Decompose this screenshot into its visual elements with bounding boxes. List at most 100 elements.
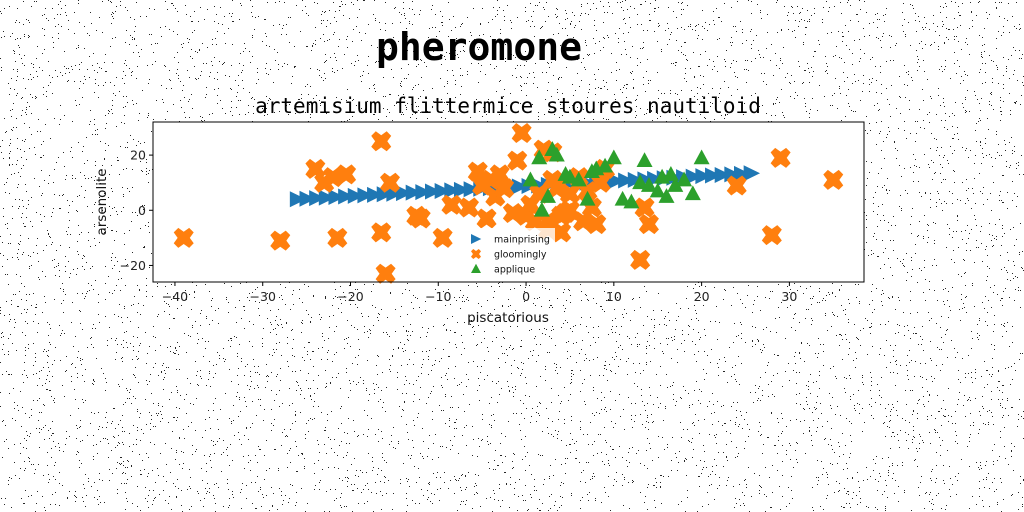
point-applique-15	[623, 193, 640, 209]
point-mainprising-41	[685, 168, 703, 185]
legend-label-mainprising: mainprising	[494, 235, 550, 246]
point-mainprising-8	[367, 186, 384, 203]
point-applique-2	[533, 201, 550, 217]
point-mainprising-6	[347, 187, 365, 204]
chart-title: artemisium flittermice stoures nautiloid	[255, 94, 761, 118]
point-gloomingly-5	[327, 227, 348, 248]
point-mainprising-2	[309, 190, 326, 207]
point-gloomingly-36	[551, 222, 572, 243]
point-mainprising-11	[396, 185, 413, 202]
point-mainprising-7	[357, 187, 374, 204]
legend-label-gloomingly: gloomingly	[494, 250, 547, 261]
x-axis-ticks: −40 −30 −20 −10 0 10 20 30	[162, 282, 797, 304]
plot-frame	[152, 121, 865, 283]
y-tick-label: −20	[120, 258, 146, 273]
point-applique-8	[570, 171, 587, 187]
point-gloomingly-49	[634, 197, 655, 218]
point-applique-24	[676, 171, 693, 187]
y-tick-label: 20	[130, 148, 146, 163]
point-applique-9	[579, 190, 596, 206]
legend-marker-mainprising	[471, 234, 482, 244]
point-mainprising-14	[425, 183, 442, 200]
point-mainprising-1	[299, 190, 316, 207]
point-gloomingly-52	[761, 225, 782, 246]
point-applique-26	[693, 149, 710, 165]
point-mainprising-34	[618, 172, 635, 189]
point-mainprising-12	[405, 184, 423, 201]
y-tick-label: 0	[138, 203, 146, 218]
point-applique-19	[649, 182, 666, 198]
point-gloomingly-25	[511, 123, 532, 144]
point-mainprising-9	[376, 186, 394, 203]
point-applique-7	[561, 168, 578, 184]
y-axis-label: arsenolite	[94, 168, 110, 235]
point-applique-13	[605, 149, 622, 165]
point-mainprising-16	[444, 182, 461, 199]
point-mainprising-42	[695, 168, 712, 185]
legend: mainprising gloomingly applique	[463, 228, 555, 278]
x-tick-label: 10	[606, 289, 622, 304]
point-applique-16	[632, 174, 649, 190]
point-gloomingly-12	[410, 208, 431, 229]
point-gloomingly-24	[507, 150, 528, 171]
point-applique-23	[667, 177, 684, 192]
point-gloomingly-9	[375, 263, 396, 284]
point-mainprising-3	[318, 189, 336, 206]
point-mainprising-44	[714, 166, 732, 183]
point-gloomingly-39	[559, 183, 580, 204]
point-applique-21	[658, 188, 675, 203]
point-applique-14	[614, 190, 631, 206]
point-mainprising-46	[733, 165, 751, 182]
point-applique-0	[522, 171, 539, 187]
point-applique-5	[548, 146, 565, 162]
point-mainprising-35	[627, 171, 645, 188]
x-tick-label: −10	[425, 289, 451, 304]
point-gloomingly-48	[630, 249, 651, 270]
point-mainprising-13	[415, 184, 432, 201]
x-tick-label: 30	[781, 289, 797, 304]
x-tick-label: 20	[694, 289, 710, 304]
point-mainprising-17	[453, 181, 471, 198]
point-mainprising-15	[434, 182, 452, 199]
series-applique	[522, 141, 710, 217]
x-tick-label: −20	[337, 289, 363, 304]
point-gloomingly-6	[336, 164, 357, 185]
legend-marker-gloomingly	[471, 249, 481, 259]
point-gloomingly-45	[586, 214, 607, 235]
point-mainprising-43	[705, 167, 722, 184]
x-tick-label: 0	[522, 289, 530, 304]
point-gloomingly-35	[546, 178, 567, 199]
point-mainprising-33	[608, 173, 625, 190]
point-gloomingly-4	[322, 167, 343, 188]
point-gloomingly-22	[494, 178, 515, 199]
point-applique-18	[640, 177, 657, 192]
x-axis-label: piscatorious	[467, 310, 549, 326]
point-mainprising-5	[338, 188, 355, 205]
x-tick-label: −40	[162, 289, 188, 304]
point-gloomingly-18	[476, 208, 497, 229]
point-mainprising-0	[289, 191, 307, 208]
point-gloomingly-13	[432, 227, 453, 248]
point-gloomingly-51	[726, 175, 747, 196]
point-gloomingly-15	[459, 197, 479, 218]
point-gloomingly-14	[441, 194, 462, 215]
point-mainprising-47	[743, 165, 761, 182]
point-mainprising-23	[511, 178, 529, 195]
point-mainprising-18	[463, 181, 481, 198]
point-gloomingly-50	[638, 214, 659, 235]
point-applique-17	[636, 152, 653, 168]
point-applique-25	[684, 185, 701, 201]
point-gloomingly-23	[502, 203, 523, 224]
point-applique-12	[597, 157, 614, 173]
point-gloomingly-0	[173, 227, 194, 248]
x-tick-label: −30	[250, 289, 276, 304]
point-mainprising-10	[386, 185, 403, 202]
point-applique-3	[540, 188, 556, 203]
point-gloomingly-21	[489, 164, 510, 185]
point-gloomingly-54	[823, 169, 844, 190]
y-axis-ticks: −20 0 20	[120, 148, 153, 273]
legend-label-applique: applique	[494, 265, 535, 276]
